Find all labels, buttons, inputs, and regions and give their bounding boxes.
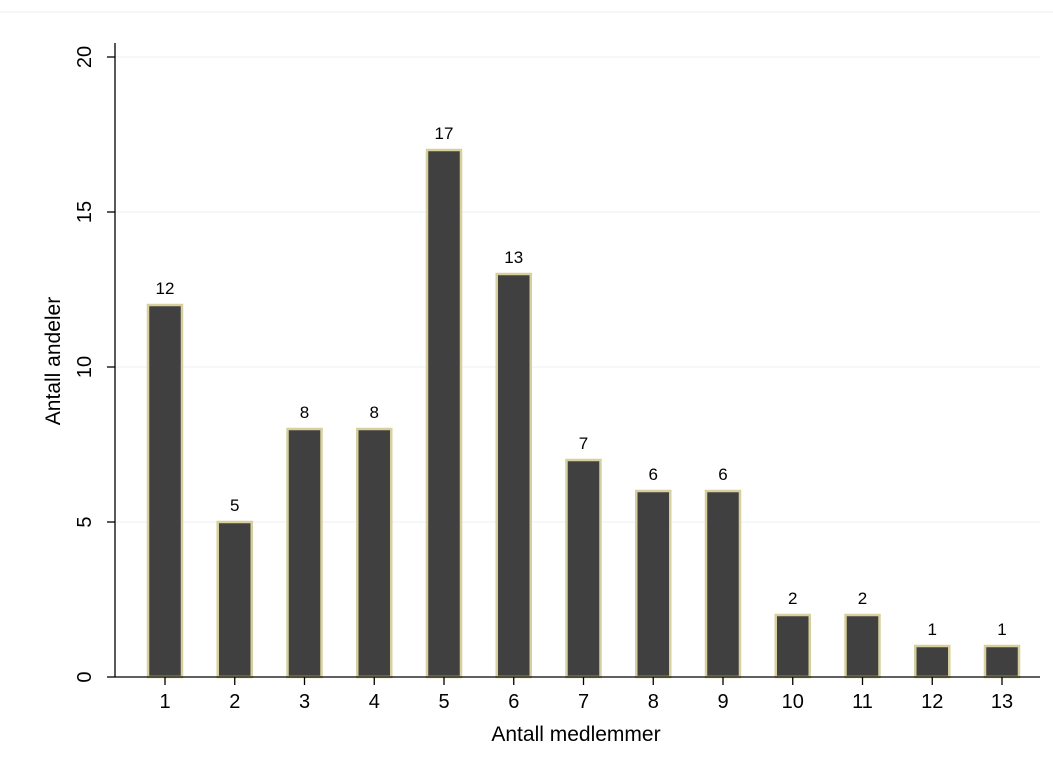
gridlines — [115, 56, 1040, 523]
y-axis-title: Antall andeler — [42, 297, 65, 425]
bar — [704, 489, 742, 679]
bar-value-label: 12 — [156, 279, 175, 298]
data-labels: 12 5 8 8 17 13 7 6 6 2 2 1 1 — [156, 124, 1007, 639]
bar — [983, 644, 1021, 679]
y-tick-label: 20 — [74, 46, 96, 68]
bar-value-label: 6 — [649, 465, 658, 484]
bar-value-label: 6 — [718, 465, 727, 484]
bar — [146, 303, 184, 679]
bar — [774, 613, 811, 679]
x-tick-label: 8 — [648, 691, 659, 713]
bars — [146, 148, 1021, 679]
y-tick-label: 10 — [74, 356, 96, 378]
bar — [844, 613, 881, 679]
x-tick-label: 3 — [299, 691, 310, 713]
bar — [565, 458, 602, 679]
y-tick-label: 15 — [74, 201, 96, 223]
bar-value-label: 8 — [300, 403, 309, 422]
bar-value-label: 8 — [370, 403, 379, 422]
bar-value-label: 1 — [928, 620, 937, 639]
x-tick-label: 13 — [991, 691, 1013, 713]
bar-value-label: 2 — [788, 589, 797, 608]
y-tick-label: 0 — [74, 671, 96, 682]
x-tick-label: 10 — [782, 691, 804, 713]
x-tick-label: 9 — [717, 691, 728, 713]
bar-value-label: 5 — [230, 496, 239, 515]
bar — [635, 489, 672, 679]
x-axis-title: Antall medlemmer — [491, 723, 660, 746]
bar-value-label: 13 — [504, 248, 523, 267]
bar-value-label: 1 — [997, 620, 1006, 639]
x-tick-label: 7 — [578, 691, 589, 713]
x-tick-label: 5 — [438, 691, 449, 713]
bar — [495, 272, 532, 679]
bar — [216, 520, 253, 679]
x-tick-label: 2 — [229, 691, 240, 713]
bar-value-label: 7 — [579, 434, 588, 453]
bar — [425, 148, 463, 679]
bar — [356, 427, 393, 679]
x-tick-label: 6 — [508, 691, 519, 713]
x-tick-label: 11 — [852, 691, 873, 713]
x-tick-label: 1 — [159, 691, 170, 713]
y-axis-ticks: 0 5 10 15 20 — [74, 46, 115, 683]
y-tick-label: 5 — [74, 516, 96, 527]
bar — [914, 644, 951, 679]
bar-value-label: 17 — [435, 124, 454, 143]
x-tick-label: 12 — [921, 691, 943, 713]
x-tick-label: 4 — [369, 691, 380, 713]
x-axis-ticks: 1 2 3 4 5 6 7 8 9 10 11 12 13 — [159, 677, 1013, 713]
bar — [286, 427, 323, 679]
bar-value-label: 2 — [858, 589, 867, 608]
